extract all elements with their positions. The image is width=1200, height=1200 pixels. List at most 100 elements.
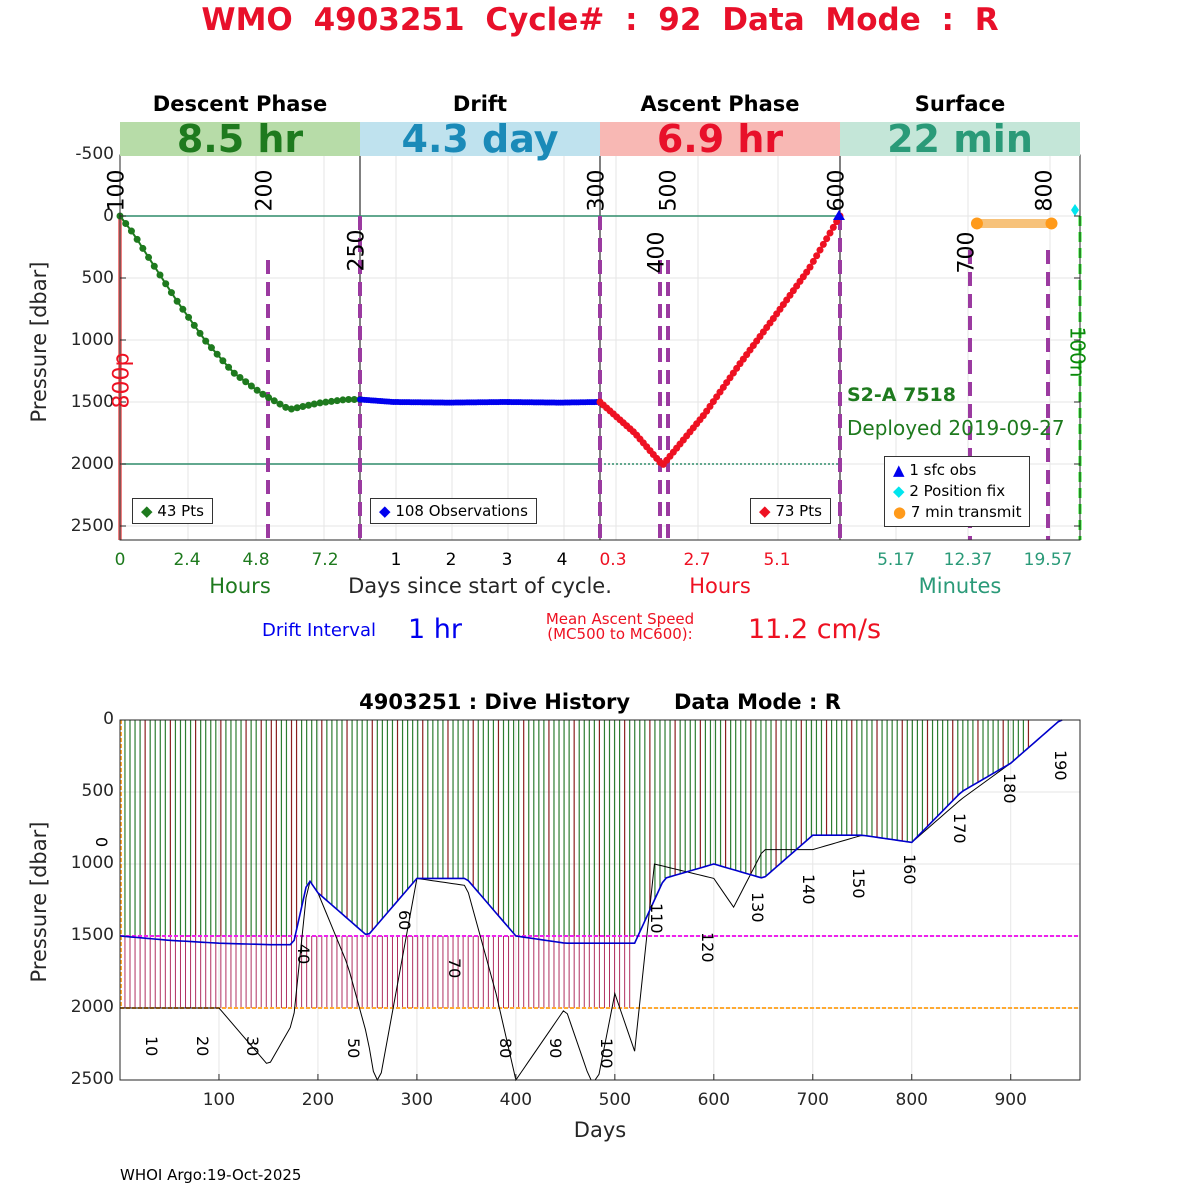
top-ytick: 1000	[70, 330, 114, 350]
descent-point	[230, 369, 238, 377]
descent-point	[139, 244, 147, 252]
descent-point	[316, 399, 324, 407]
bottom-y-axis-label: Pressure [dbar]	[27, 821, 51, 983]
descent-point	[270, 397, 278, 405]
descent-point	[219, 357, 227, 365]
surface-legend-item: 1 sfc obs	[909, 461, 977, 479]
descent-point	[287, 405, 295, 413]
drift-interval-label: Drift Interval	[262, 620, 376, 641]
descent-point	[259, 390, 267, 398]
mc-label-700: 700	[954, 231, 980, 274]
descent-point	[179, 305, 187, 313]
surface-x-unit: Minutes	[918, 574, 1002, 598]
descent-point	[299, 402, 307, 410]
ascent-point	[809, 257, 817, 265]
descent-point	[310, 400, 318, 408]
ascent-x-unit: Hours	[689, 574, 751, 598]
drift-xtick: 2	[445, 550, 457, 570]
descent-phase-title: Descent Phase	[152, 92, 328, 116]
ascent-point	[803, 268, 811, 276]
ascent-xtick: 5.1	[763, 550, 791, 570]
cycle-number-label: 160	[899, 853, 919, 885]
descent-point	[293, 404, 301, 412]
descent-point	[247, 382, 255, 390]
cycle-number-label: 140	[798, 873, 818, 905]
bottom-ytick: 0	[103, 709, 114, 729]
ascent-point	[823, 235, 831, 243]
ascent-speed-label-line2: (MC500 to MC600):	[547, 625, 693, 643]
bottom-xtick: 300	[400, 1090, 434, 1110]
top-y-axis-label: Pressure [dbar]	[27, 261, 51, 423]
drift-xtick: 4	[556, 550, 568, 570]
cycle-number-label: 170	[950, 812, 969, 844]
cycle-number-label: 60	[394, 909, 414, 930]
float-type: S2-A 7518	[847, 384, 956, 406]
cycle-number-label: 100	[596, 1037, 616, 1069]
dive-history-title: 4903251 : Dive History Data Mode : R	[359, 690, 841, 714]
descent-point	[350, 396, 358, 404]
cycle-number-label: 90	[546, 1037, 566, 1058]
mc-label-250: 250	[344, 229, 370, 272]
surface-legend-item: 7 min transmit	[910, 503, 1022, 521]
descent-point	[122, 220, 130, 228]
drift-interval-value: 1 hr	[408, 614, 462, 645]
mc-label-500: 500	[656, 169, 682, 212]
bottom-xtick: 800	[895, 1090, 928, 1110]
surface-xtick: 19.57	[1023, 550, 1073, 570]
descent-point	[150, 262, 158, 270]
descent-xtick: 7.2	[311, 550, 339, 570]
bottom-xtick: 100	[202, 1090, 236, 1110]
top-marks	[116, 153, 1082, 540]
bottom-xtick: 400	[499, 1090, 533, 1110]
footer-source: WHOI Argo:19-Oct-2025	[120, 1166, 302, 1184]
ascent-point	[806, 263, 814, 271]
descent-point	[305, 401, 313, 409]
profile-pressure-line	[120, 719, 1063, 1082]
descent-xtick: 2.4	[173, 550, 201, 570]
diamond-icon: ◆	[893, 482, 905, 500]
ascent-speed-label-line1: Mean Ascent Speed	[545, 610, 695, 628]
descent-point	[202, 337, 210, 345]
descent-point	[345, 396, 353, 404]
drift-xtick: 3	[501, 550, 513, 570]
descent-point	[162, 280, 170, 288]
triangle-icon: ▲	[893, 461, 905, 479]
drift-phase-title: Drift	[452, 92, 508, 116]
mc-label-300: 300	[584, 169, 610, 212]
bottom-ytick: 2500	[70, 1069, 114, 1089]
bottom-xtick: 600	[697, 1090, 731, 1110]
descent-point	[322, 398, 330, 406]
drift-x-unit: Days since start of cycle.	[348, 574, 612, 598]
cycle-number-label: 0	[91, 836, 111, 847]
ascent-speed-value: 11.2 cm/s	[748, 614, 882, 645]
cycle-number-label: 180	[1000, 772, 1020, 804]
bottom-xtick: 900	[994, 1090, 1027, 1110]
transmit-end-point	[1045, 217, 1058, 230]
diamond-icon: ◆	[141, 502, 153, 520]
top-ytick: 0	[103, 206, 114, 226]
cycle-number-label: 70	[445, 958, 465, 979]
circle-icon: ●	[893, 503, 907, 521]
descent-point	[282, 403, 290, 411]
drift-legend: ◆ 108 Observations	[370, 498, 537, 524]
ascent-phase-title: Ascent Phase	[640, 92, 800, 116]
cycle-number-label: 120	[697, 932, 717, 964]
bottom-xtick: 700	[796, 1090, 829, 1110]
surface-phase-title: Surface	[914, 92, 1006, 116]
descent-point	[127, 227, 135, 235]
descent-point	[213, 350, 221, 358]
top-ytick: 1500	[70, 392, 114, 412]
bottom-x-axis-label: Days	[573, 1118, 627, 1142]
drift-xtick: 1	[390, 550, 402, 570]
descent-duration: 8.5 hr	[120, 120, 360, 158]
main-title: WMO 4903251 Cycle# : 92 Data Mode : R	[201, 2, 999, 38]
cycle-number-label: 30	[243, 1036, 263, 1057]
descent-point	[236, 374, 244, 382]
bottom-xtick: 500	[598, 1090, 632, 1110]
drift-legend-text: 108 Observations	[395, 502, 528, 520]
ascent-duration: 6.9 hr	[600, 120, 840, 158]
descent-point	[339, 396, 347, 404]
mc-label-600: 600	[824, 169, 850, 212]
descent-point	[133, 235, 141, 243]
cycle-number-label: 110	[647, 903, 667, 934]
